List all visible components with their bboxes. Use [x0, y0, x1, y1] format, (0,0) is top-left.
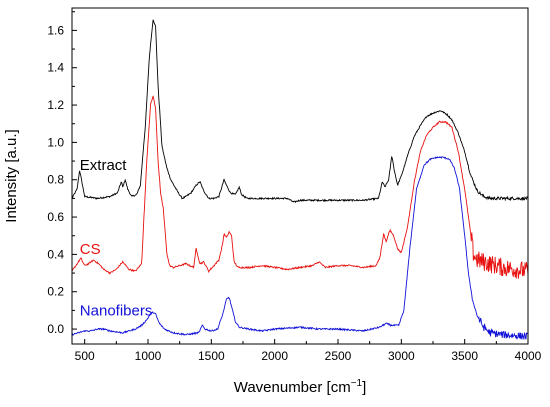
plot-frame: [71, 7, 529, 345]
y-tick-label: 0.2: [47, 285, 64, 299]
x-tick-label: 500: [75, 349, 95, 363]
series-label-extract: Extract: [80, 157, 128, 174]
y-axis: 0.0 0.2 0.4 0.6 0.8 1.0 1.2 1.4 1.6: [47, 11, 77, 336]
x-tick-label: 3500: [451, 349, 478, 363]
series-line-cs: [71, 95, 529, 279]
x-axis-title: Wavenumber [cm−1]: [234, 378, 367, 396]
x-tick-label: 2500: [325, 349, 352, 363]
y-tick-label: 0.6: [47, 210, 64, 224]
y-tick-label: 1.2: [47, 98, 64, 112]
series-line-extract: [71, 19, 529, 204]
y-tick-label: 1.6: [47, 23, 64, 37]
series-lines: [71, 19, 529, 341]
x-tick-label: 2000: [261, 349, 288, 363]
series-label-cs: CS: [80, 241, 101, 258]
series-labels: Extract CS Nanofibers: [80, 157, 153, 320]
y-tick-label: 0.8: [47, 173, 64, 187]
x-axis: 500 1000 1500 2000 2500 3000 3500 4000: [75, 339, 542, 363]
series-line-nanofibers: [72, 156, 529, 341]
x-tick-label: 3000: [388, 349, 415, 363]
y-axis-title: Intensity [a.u.]: [3, 129, 20, 222]
x-tick-label: 1000: [135, 349, 162, 363]
y-tick-label: 1.0: [47, 135, 64, 149]
x-tick-label: 4000: [515, 349, 542, 363]
y-tick-label: 0.4: [47, 247, 64, 261]
x-tick-label: 1500: [198, 349, 225, 363]
y-tick-label: 1.4: [47, 61, 64, 75]
series-label-nanofibers: Nanofibers: [80, 302, 153, 319]
y-tick-label: 0.0: [47, 322, 64, 336]
